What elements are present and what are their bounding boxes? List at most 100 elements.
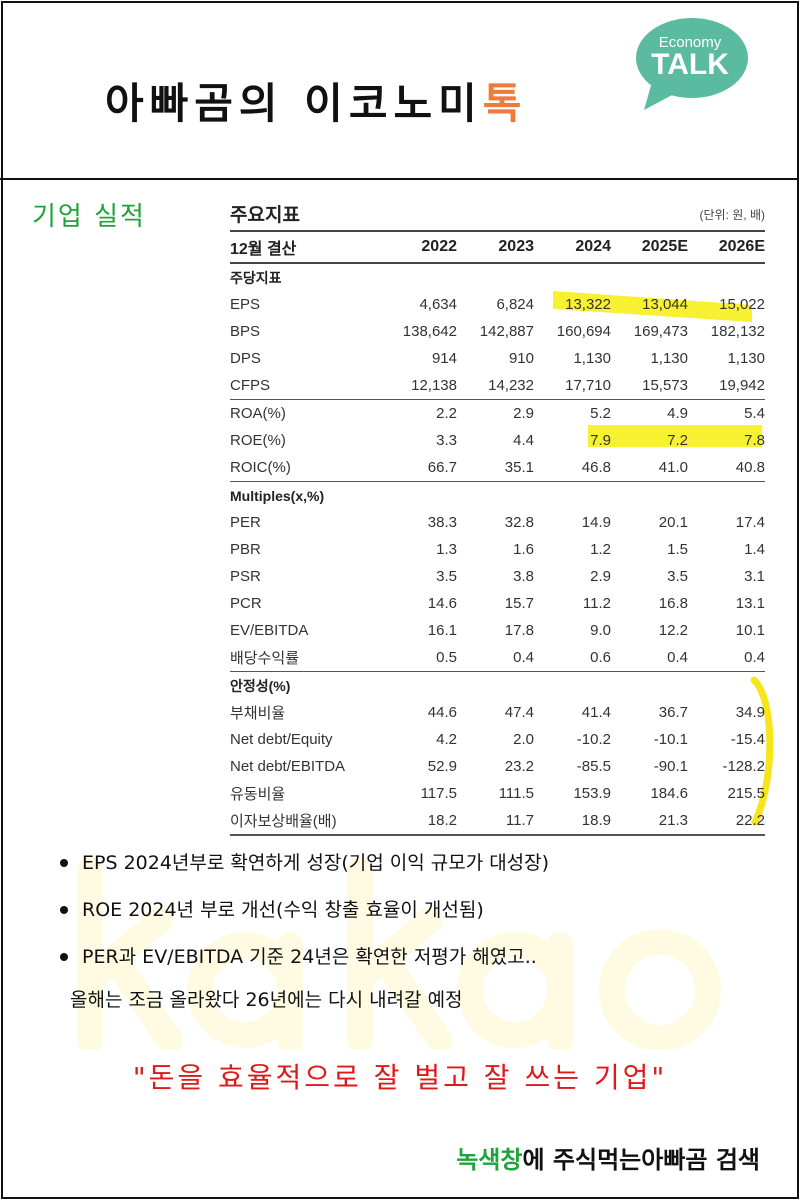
cell-value: -90.1 xyxy=(653,758,688,775)
cell-value: 11.2 xyxy=(582,595,611,612)
row-label: EPS xyxy=(230,296,261,313)
cell-value: 7.2 xyxy=(667,432,688,449)
cell-value: 910 xyxy=(508,350,534,367)
row-label: Net debt/Equity xyxy=(230,731,333,748)
cell-value: 1.5 xyxy=(667,541,688,558)
cell-value: 6,824 xyxy=(496,296,534,313)
cell-value: 14,232 xyxy=(488,377,534,394)
footer-search-text: 녹색창에 주식먹는아빠곰 검색 xyxy=(456,1140,760,1175)
cell-value: 4.4 xyxy=(513,432,534,449)
cell-value: 21.3 xyxy=(658,812,688,829)
footer-rest: 에 주식먹는아빠곰 검색 xyxy=(522,1146,760,1174)
section-name: 안정성(%) xyxy=(230,677,291,694)
cell-value: 47.4 xyxy=(504,704,534,721)
table-row: PBR 1.3 1.6 1.2 1.5 1.4 xyxy=(230,536,765,563)
page-title: 아빠곰의 이코노미톡 xyxy=(105,70,527,131)
table-row: CFPS 12,138 14,232 17,710 15,573 19,942 xyxy=(230,372,765,399)
economy-talk-logo: Economy TALK xyxy=(630,14,750,112)
row-label: 배당수익률 xyxy=(230,650,300,667)
cell-value: 12.2 xyxy=(658,622,688,639)
table-row: Net debt/Equity 4.2 2.0 -10.2 -10.1 -15.4 xyxy=(230,726,765,753)
cell-value: 5.2 xyxy=(590,405,611,422)
table-row: Net debt/EBITDA 52.9 23.2 -85.5 -90.1 -128.2 xyxy=(230,753,765,780)
row-label: PCR xyxy=(230,595,262,612)
table-row: DPS 914 910 1,130 1,130 1,130 xyxy=(230,345,765,372)
cell-value: 15,022 xyxy=(719,296,765,313)
bullet-dot xyxy=(60,906,68,914)
footer-green: 녹색창 xyxy=(456,1146,523,1174)
cell-value: 34.9 xyxy=(735,704,765,721)
cell-value: 0.4 xyxy=(513,649,534,666)
row-label: DPS xyxy=(230,350,261,367)
cell-value: 1.2 xyxy=(590,541,611,558)
section-header-row: 주당지표 xyxy=(230,264,765,291)
cell-value: 44.6 xyxy=(427,704,457,721)
cell-value: 52.9 xyxy=(427,758,457,775)
cell-value: 215.5 xyxy=(727,785,765,802)
cell-value: 19,942 xyxy=(719,377,765,394)
cell-value: 1,130 xyxy=(727,350,765,367)
cell-value: 3.8 xyxy=(513,568,534,585)
cell-value: 40.8 xyxy=(735,459,765,476)
row-label: CFPS xyxy=(230,377,271,394)
cell-value: 4.9 xyxy=(667,405,688,422)
row-label: Net debt/EBITDA xyxy=(230,758,346,775)
table-row: 이자보상배율(배) 18.2 11.7 18.9 21.3 22.2 xyxy=(230,807,765,836)
row-label: ROA(%) xyxy=(230,405,286,422)
cell-value: -15.4 xyxy=(730,731,765,748)
cell-value: 0.4 xyxy=(667,649,688,666)
section-name: 주당지표 xyxy=(230,269,282,286)
cell-value: 15.7 xyxy=(504,595,534,612)
cell-value: 1.3 xyxy=(436,541,457,558)
section-header-row: 안정성(%) xyxy=(230,671,765,699)
cell-value: 22.2 xyxy=(735,812,765,829)
row-label: PER xyxy=(230,514,261,531)
header-year: 2024 xyxy=(575,238,611,255)
table-row: PER 38.3 32.8 14.9 20.1 17.4 xyxy=(230,509,765,536)
cell-value: -85.5 xyxy=(576,758,611,775)
cell-value: 20.1 xyxy=(658,514,688,531)
table-header-row: 12월 결산 2022 2023 2024 2025E 2026E xyxy=(230,230,765,264)
cell-value: 2.9 xyxy=(513,405,534,422)
cell-value: 142,887 xyxy=(479,323,534,340)
table-row: EV/EBITDA 16.1 17.8 9.0 12.2 10.1 xyxy=(230,617,765,644)
cell-value: 2.9 xyxy=(590,568,611,585)
cell-value: 17.8 xyxy=(504,622,534,639)
cell-value: 14.9 xyxy=(581,514,611,531)
cell-value: 0.6 xyxy=(590,649,611,666)
cell-value: 13,044 xyxy=(642,296,688,313)
header-year: 2023 xyxy=(498,238,534,255)
cell-value: -10.1 xyxy=(653,731,688,748)
cell-value: 0.5 xyxy=(436,649,457,666)
cell-value: 1,130 xyxy=(650,350,688,367)
cell-value: 16.8 xyxy=(658,595,688,612)
summary-list: EPS 2024년부로 확연하게 성장(기업 이익 규모가 대성장) ROE 2… xyxy=(60,845,549,1022)
cell-value: 1.4 xyxy=(744,541,765,558)
table-row: BPS 138,642 142,887 160,694 169,473 182,132 xyxy=(230,318,765,345)
cell-value: 5.4 xyxy=(744,405,765,422)
table-row: 배당수익률 0.5 0.4 0.6 0.4 0.4 xyxy=(230,644,765,671)
table-row: ROIC(%) 66.7 35.1 46.8 41.0 40.8 xyxy=(230,454,765,481)
bullet-item: EPS 2024년부로 확연하게 성장(기업 이익 규모가 대성장) xyxy=(60,845,549,892)
cell-value: 1,130 xyxy=(573,350,611,367)
cell-value: 18.2 xyxy=(427,812,457,829)
row-label: 유동비율 xyxy=(230,786,286,803)
cell-value: 169,473 xyxy=(633,323,688,340)
cell-value: 41.4 xyxy=(581,704,611,721)
table-title: 주요지표 (단위: 원, 배) xyxy=(230,205,766,226)
cell-value: 15,573 xyxy=(642,377,688,394)
cell-value: 13.1 xyxy=(735,595,765,612)
table-unit: (단위: 원, 배) xyxy=(699,208,766,222)
cell-value: 7.9 xyxy=(590,432,611,449)
row-label: ROE(%) xyxy=(230,432,286,449)
cell-value: 4,634 xyxy=(419,296,457,313)
cell-value: 0.4 xyxy=(744,649,765,666)
section-label: 기업 실적 xyxy=(32,202,146,232)
cell-value: 11.7 xyxy=(505,812,534,829)
cell-value: -128.2 xyxy=(722,758,765,775)
cell-value: 10.1 xyxy=(735,622,765,639)
section-name: Multiples(x,%) xyxy=(230,487,325,504)
row-label: PBR xyxy=(230,541,261,558)
logo-economy: Economy xyxy=(658,34,722,51)
bullet-dot xyxy=(60,859,68,867)
